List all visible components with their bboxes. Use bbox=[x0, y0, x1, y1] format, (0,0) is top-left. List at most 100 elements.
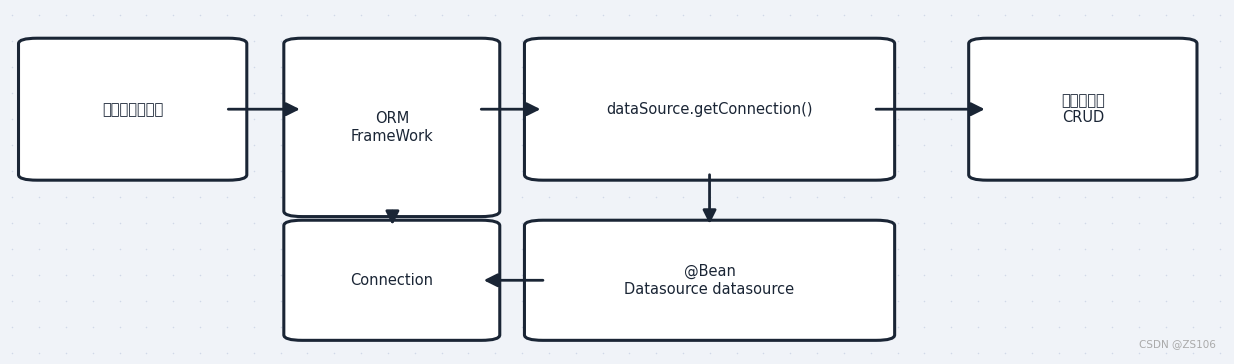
Point bbox=[30, 38, 49, 44]
Point bbox=[217, 246, 237, 252]
Point bbox=[1102, 38, 1122, 44]
Point bbox=[244, 194, 264, 200]
Point bbox=[297, 220, 317, 226]
Point bbox=[485, 168, 505, 174]
Point bbox=[566, 142, 586, 148]
Point bbox=[137, 12, 157, 18]
Point bbox=[592, 142, 612, 148]
Point bbox=[619, 324, 639, 330]
Point bbox=[969, 12, 988, 18]
Point bbox=[297, 168, 317, 174]
Point bbox=[1183, 246, 1203, 252]
Point bbox=[83, 272, 102, 278]
Point bbox=[566, 90, 586, 96]
Point bbox=[807, 90, 827, 96]
Point bbox=[942, 350, 961, 356]
Point bbox=[1209, 220, 1229, 226]
Point bbox=[539, 272, 559, 278]
Point bbox=[378, 142, 397, 148]
Point bbox=[405, 12, 424, 18]
Point bbox=[352, 168, 371, 174]
Point bbox=[780, 168, 800, 174]
Point bbox=[244, 272, 264, 278]
Point bbox=[861, 194, 881, 200]
Point bbox=[163, 38, 183, 44]
Point bbox=[1076, 194, 1096, 200]
Point bbox=[297, 64, 317, 70]
Point bbox=[1156, 116, 1176, 122]
Point bbox=[83, 116, 102, 122]
Point bbox=[190, 90, 210, 96]
Point bbox=[432, 350, 452, 356]
Point bbox=[1183, 168, 1203, 174]
Point bbox=[459, 194, 479, 200]
Point bbox=[485, 116, 505, 122]
Point bbox=[700, 168, 719, 174]
Point bbox=[137, 64, 157, 70]
Point bbox=[432, 116, 452, 122]
Point bbox=[834, 194, 854, 200]
Point bbox=[1076, 142, 1096, 148]
Point bbox=[673, 194, 692, 200]
Point bbox=[352, 194, 371, 200]
Point bbox=[592, 194, 612, 200]
Point bbox=[30, 12, 49, 18]
Point bbox=[56, 12, 75, 18]
Point bbox=[163, 220, 183, 226]
Point bbox=[727, 298, 747, 304]
Point bbox=[887, 350, 907, 356]
Point bbox=[1049, 194, 1069, 200]
Point bbox=[325, 116, 344, 122]
Point bbox=[137, 220, 157, 226]
Point bbox=[459, 246, 479, 252]
Point bbox=[566, 246, 586, 252]
Point bbox=[995, 142, 1014, 148]
Point bbox=[969, 168, 988, 174]
Point bbox=[861, 168, 881, 174]
Point bbox=[942, 220, 961, 226]
Point bbox=[217, 38, 237, 44]
Point bbox=[217, 220, 237, 226]
Point bbox=[887, 142, 907, 148]
Point bbox=[673, 12, 692, 18]
Point bbox=[539, 38, 559, 44]
Point bbox=[727, 64, 747, 70]
Point bbox=[432, 298, 452, 304]
Point bbox=[914, 220, 934, 226]
Point bbox=[754, 220, 774, 226]
Point bbox=[137, 142, 157, 148]
Point bbox=[1129, 298, 1149, 304]
Point bbox=[1049, 246, 1069, 252]
Point bbox=[887, 64, 907, 70]
Point bbox=[352, 246, 371, 252]
Point bbox=[1156, 246, 1176, 252]
Point bbox=[592, 298, 612, 304]
Point bbox=[619, 12, 639, 18]
Point bbox=[83, 350, 102, 356]
Point bbox=[378, 324, 397, 330]
Point bbox=[942, 272, 961, 278]
Point bbox=[30, 324, 49, 330]
Point bbox=[244, 246, 264, 252]
Point bbox=[1209, 116, 1229, 122]
Text: Connection: Connection bbox=[350, 273, 433, 288]
Point bbox=[83, 194, 102, 200]
Point bbox=[887, 12, 907, 18]
Point bbox=[83, 246, 102, 252]
Point bbox=[432, 12, 452, 18]
Point bbox=[110, 38, 130, 44]
Point bbox=[270, 90, 290, 96]
Point bbox=[673, 324, 692, 330]
Point bbox=[405, 324, 424, 330]
Point bbox=[700, 12, 719, 18]
Point bbox=[754, 324, 774, 330]
Point bbox=[834, 220, 854, 226]
Point bbox=[2, 272, 22, 278]
Point bbox=[30, 272, 49, 278]
Point bbox=[56, 116, 75, 122]
Point bbox=[619, 64, 639, 70]
Point bbox=[592, 38, 612, 44]
Point bbox=[834, 298, 854, 304]
Point bbox=[700, 38, 719, 44]
Point bbox=[592, 168, 612, 174]
